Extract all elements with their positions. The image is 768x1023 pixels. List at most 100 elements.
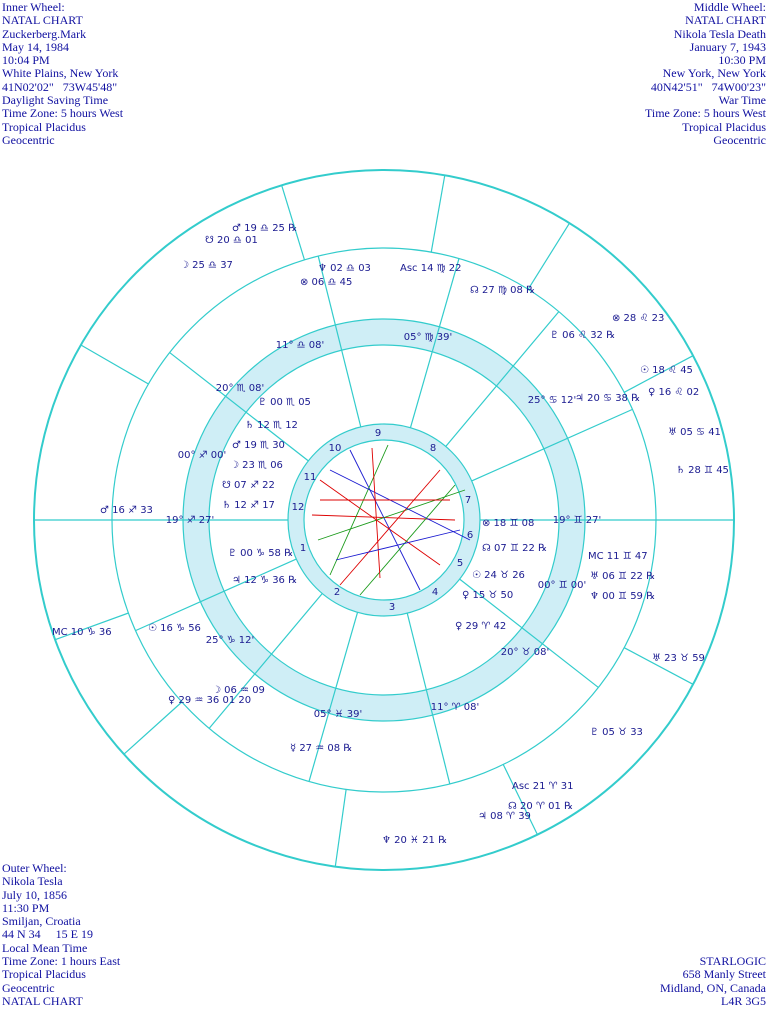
planet-label: ♂ 19 ♏ 30 (232, 440, 285, 451)
house-line (208, 593, 323, 729)
info-line: 10:04 PM (2, 53, 50, 68)
outer-house-line (80, 344, 149, 385)
planet-label: ♄ 12 ♏ 12 (245, 420, 298, 431)
info-line: Geocentric (2, 980, 55, 995)
cusp-label: 00° ♐ 00' (178, 450, 227, 461)
house-number: 8 (430, 443, 436, 454)
info-line: 10:30 PM (718, 53, 766, 68)
planet-label: ☿ 27 ♒ 08 ℞ (290, 743, 352, 754)
info-line: 40N42'51" 74W00'23" (650, 79, 766, 94)
info-line: NATAL CHART (685, 13, 766, 28)
aspect (317, 489, 466, 541)
info-line: White Plains, New York (2, 66, 119, 81)
planet-label: ♇ 00 ♏ 05 (258, 397, 311, 408)
info-line: Midland, ON, Canada (660, 980, 766, 995)
cusp-label: 19° ♊ 27' (553, 515, 602, 526)
aspect (329, 469, 471, 541)
planet-label: ☉ 18 ♌ 45 (640, 365, 693, 376)
info-line: Middle Wheel: (693, 0, 766, 14)
aspect (349, 449, 421, 591)
info-line: Tropical Placidus (2, 967, 86, 982)
planet-label: ♂ 19 ♎ 25 ℞ (232, 223, 297, 234)
aspect (339, 469, 441, 586)
planet-label: ☉ 24 ♉ 26 (472, 570, 525, 581)
house-number: 2 (334, 587, 340, 598)
house-line (317, 255, 362, 427)
planet-label: ♇ 05 ♉ 33 (590, 727, 643, 738)
info-line: Nikola Tesla (2, 874, 63, 889)
info-line: Tropical Placidus (2, 119, 86, 134)
info-line: 11:30 PM (2, 900, 50, 915)
planet-label: ☊ 07 ♊ 22 ℞ (482, 543, 547, 554)
aspect (371, 447, 381, 579)
aspect-circle (303, 439, 465, 601)
credit: STARLOGIC 658 Manly Street Midland, ON, Ca… (660, 954, 766, 1008)
inner-wheel-info: Inner Wheel: NATAL CHART Zuckerberg.Mark Ma… (2, 0, 124, 147)
outer-house-line (54, 612, 129, 641)
planet-label: MC 11 ♊ 47 (588, 551, 648, 562)
planet-label: ☽ 23 ♏ 06 (230, 460, 283, 471)
planet-label: ⊗ 28 ♌ 23 (612, 313, 664, 324)
aspect (319, 479, 441, 566)
house-line (308, 612, 359, 782)
info-line: Time Zone: 5 hours West (2, 106, 124, 121)
planet-label: ☉ 16 ♑ 56 (148, 623, 201, 634)
house-number: 1 (300, 543, 306, 554)
info-line: STARLOGIC (699, 954, 766, 968)
info-line: May 14, 1984 (2, 39, 69, 54)
house-line (169, 352, 309, 462)
planet-label: ♅ 05 ♋ 41 (668, 427, 721, 438)
planet-label: ♇ 06 ♌ 32 ℞ (550, 330, 615, 341)
house-line (409, 258, 460, 428)
house-number: 9 (375, 428, 381, 439)
planet-label: ♄ 12 ♐ 17 (222, 500, 275, 511)
info-line: War Time (718, 93, 766, 108)
info-line: NATAL CHART (2, 13, 83, 28)
planet-label: ♆ 00 ♊ 59 ℞ (590, 591, 655, 602)
cusp-label: 19° ♐ 27' (166, 515, 215, 526)
planet-label: ♆ 20 ♓ 21 ℞ (382, 835, 447, 846)
house-line (445, 311, 560, 447)
info-line: 44 N 34 15 E 19 (2, 927, 93, 942)
planet-label: ♃ 08 ♈ 39 (478, 811, 531, 822)
outer-house-line (623, 355, 694, 393)
info-line: Geocentric (713, 132, 766, 147)
outer-wheel-info: Outer Wheel: Nikola Tesla July 10, 1856 11:… (2, 861, 121, 1008)
planet-label: ♄ 28 ♊ 45 (676, 465, 729, 476)
house-line (135, 558, 297, 632)
info-line: Outer Wheel: (2, 861, 67, 875)
info-line: Nikola Tesla Death (673, 26, 766, 41)
planet-label: Asc 14 ♍ 22 (400, 263, 462, 274)
info-line: Time Zone: 1 hours East (2, 954, 121, 969)
info-line: Time Zone: 5 hours West (644, 106, 766, 121)
house-number: 11 (304, 472, 317, 483)
planet-label: ♀ 15 ♉ 50 (462, 590, 513, 601)
middle-wheel-info: Middle Wheel: NATAL CHART Nikola Tesla Dea… (644, 0, 766, 147)
planet-label: ☽ 25 ♎ 37 (180, 260, 233, 271)
house-line (459, 578, 599, 688)
cusp-label: 25° ♋ 12' (528, 395, 577, 406)
planet-label: ☋ 20 ♎ 01 (205, 235, 258, 246)
info-line: NATAL CHART (2, 993, 83, 1008)
outer-house-line (623, 647, 694, 685)
house-number: 10 (329, 443, 342, 454)
planet-label: ♂ 16 ♐ 33 (100, 505, 153, 516)
outer-house-line (281, 185, 306, 261)
info-line: 41N02'02" 73W45'48" (2, 79, 118, 94)
planet-label: ♇ 00 ♑ 58 ℞ (228, 548, 293, 559)
outer-house-line (334, 789, 347, 867)
outer-house-line (123, 701, 183, 755)
info-line: 658 Manly Street (682, 967, 766, 982)
planet-label: MC 10 ♑ 36 (52, 627, 112, 638)
planet-label: ♃ 20 ♋ 38 ℞ (575, 393, 640, 404)
outer-house-line (502, 764, 538, 835)
info-line: January 7, 1943 (689, 39, 766, 54)
info-line: Local Mean Time (2, 940, 88, 955)
info-line: Geocentric (2, 132, 55, 147)
planet-label: ♅ 23 ♉ 59 (652, 653, 705, 664)
cusp-label: 11° ♎ 08' (276, 340, 325, 351)
cusp-label: 05° ♓ 39' (314, 709, 363, 720)
cusp-label: 00° ♊ 00' (538, 580, 587, 591)
house-line (406, 613, 451, 785)
planet-label: ☽ 06 ♒ 09 (212, 685, 265, 696)
